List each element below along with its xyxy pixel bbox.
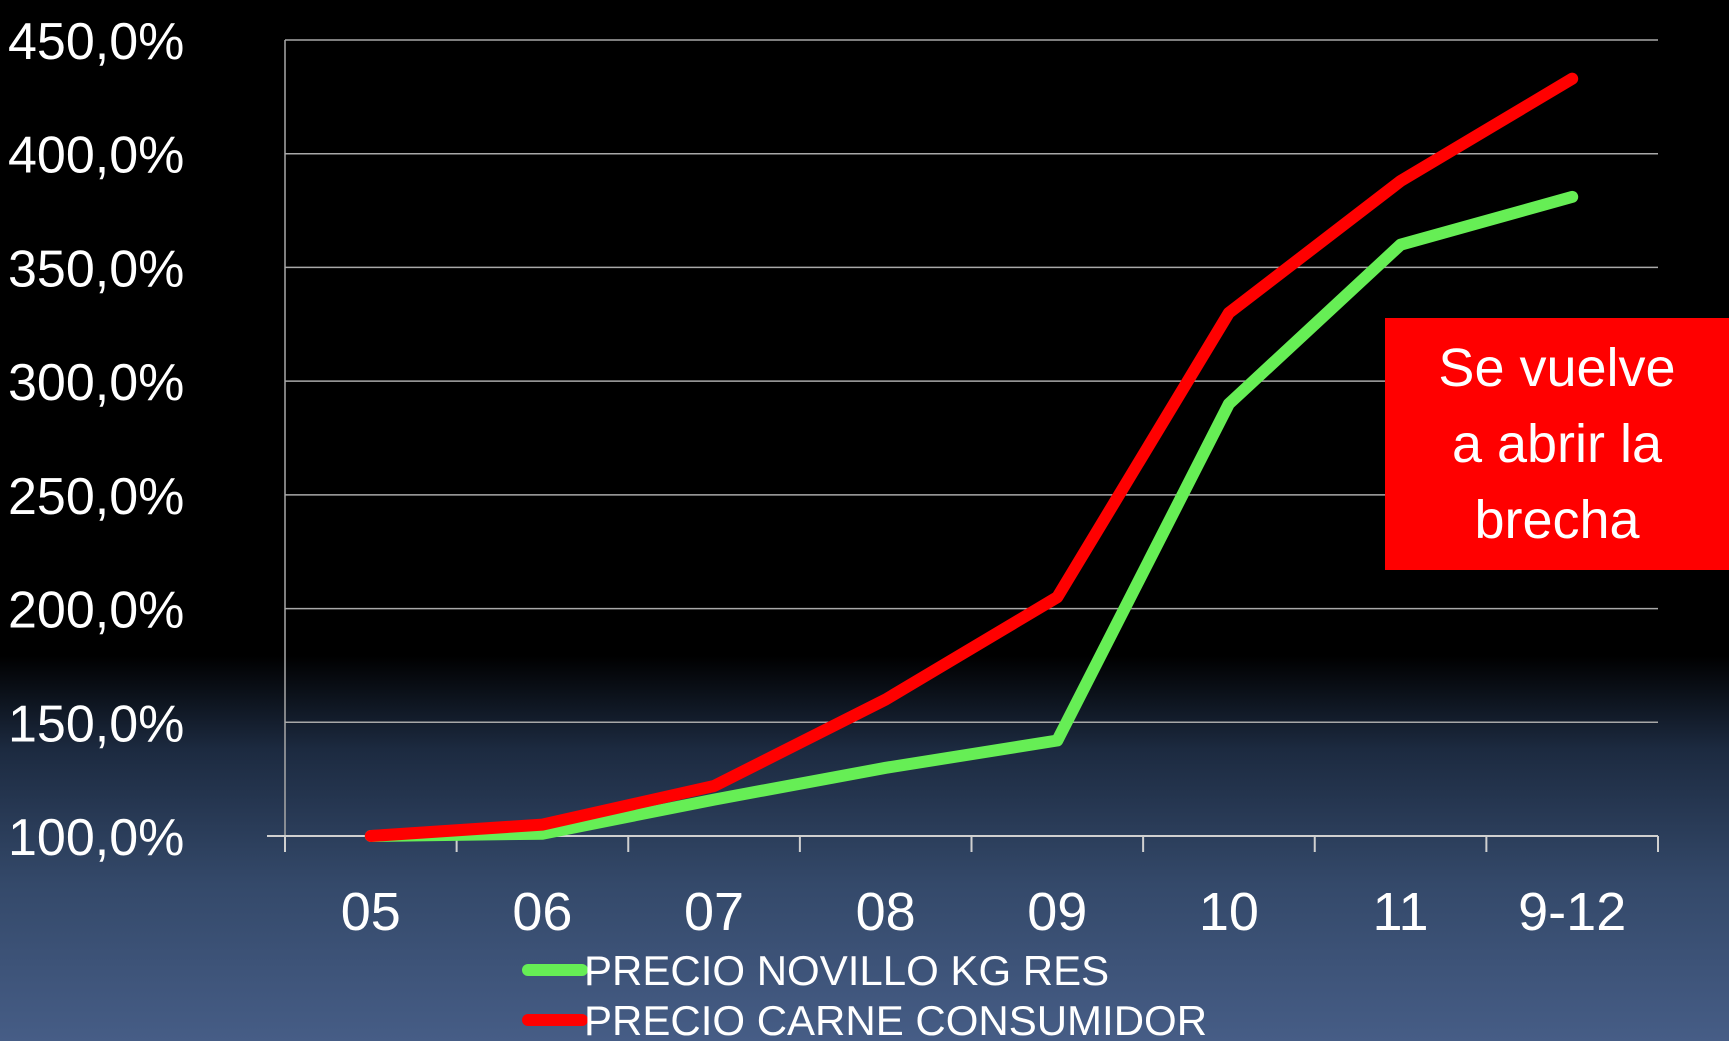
y-tick-label: 350,0%: [8, 240, 184, 298]
legend-label: PRECIO CARNE CONSUMIDOR: [584, 997, 1207, 1041]
x-tick-label: 9-12: [1518, 882, 1626, 942]
x-tick-label: 08: [856, 882, 916, 942]
y-tick-labels: 450,0% 400,0% 350,0% 300,0% 250,0% 200,0% 150,…: [8, 13, 184, 867]
series-line-2: [364, 72, 1579, 842]
y-tick-label: 100,0%: [8, 809, 184, 867]
x-tick-label: 07: [684, 882, 744, 942]
y-tick-label: 150,0%: [8, 695, 184, 753]
x-tick-label: 10: [1199, 882, 1259, 942]
y-tick-label: 200,0%: [8, 582, 184, 640]
x-tick-label: 06: [512, 882, 572, 942]
series-line-1: [364, 190, 1579, 842]
y-tick-label: 300,0%: [8, 354, 184, 412]
annotation-callout: Se vuelve a abrir la brecha: [1385, 318, 1729, 570]
x-tick-labels: 05 06 07 08 09 10 11 9-12: [341, 882, 1626, 942]
y-tick-label: 400,0%: [8, 127, 184, 185]
series-lines: [364, 72, 1579, 842]
legend-label: PRECIO NOVILLO KG RES: [584, 947, 1109, 994]
y-tick-label: 250,0%: [8, 468, 184, 526]
annotation-line-3: brecha: [1474, 490, 1640, 550]
annotation-line-2: a abrir la: [1451, 414, 1663, 474]
annotation-line-1: Se vuelve: [1438, 338, 1676, 398]
x-tick-label: 11: [1373, 882, 1429, 942]
x-tick-label: 09: [1027, 882, 1087, 942]
grid-lines: [285, 39, 1658, 837]
y-tick-label: 450,0%: [8, 13, 184, 71]
x-tick-label: 05: [341, 882, 401, 942]
